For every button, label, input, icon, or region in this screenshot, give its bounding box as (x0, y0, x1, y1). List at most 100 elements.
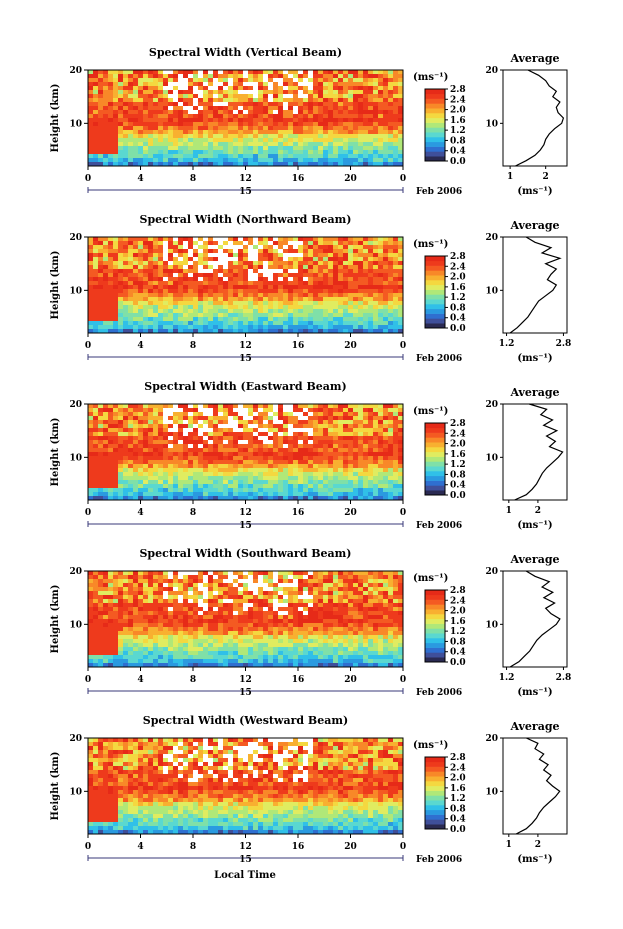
heatmap-cell (183, 134, 189, 139)
heatmap-cell (258, 575, 264, 580)
heatmap-cell (303, 444, 309, 449)
heatmap-cell (283, 162, 289, 167)
heatmap-cell (298, 301, 304, 306)
heatmap-cell (103, 82, 109, 87)
heatmap-cell (313, 277, 319, 282)
heatmap-cell (213, 329, 219, 334)
heatmap-cell (123, 277, 129, 282)
heatmap-cell (313, 448, 319, 453)
heatmap-cell (183, 146, 189, 151)
heatmap-cell (108, 412, 114, 417)
heatmap-cell (198, 492, 204, 497)
heatmap-cell (228, 158, 234, 163)
heatmap-cell (263, 273, 269, 278)
heatmap-cell (263, 313, 269, 318)
heatmap-cell (308, 106, 314, 111)
heatmap-cell (153, 412, 159, 417)
heatmap-cell (138, 249, 144, 254)
heatmap-cell (203, 253, 209, 258)
heatmap-cell (128, 309, 134, 314)
heatmap-cell (393, 571, 399, 576)
heatmap-cell (188, 94, 194, 99)
heatmap-cell (393, 241, 399, 246)
heatmap-cell (198, 575, 204, 580)
heatmap-cell (183, 245, 189, 250)
heatmap-cell (193, 118, 199, 123)
heatmap-cell (293, 98, 299, 103)
heatmap-cell (218, 448, 224, 453)
heatmap-cell (398, 321, 404, 326)
heatmap-cell (233, 571, 239, 576)
heatmap-cell (318, 126, 324, 131)
heatmap-cell (243, 436, 249, 441)
heatmap-cell (203, 289, 209, 294)
heatmap-cell (148, 94, 154, 99)
heatmap-cell (398, 273, 404, 278)
heatmap-cell (363, 106, 369, 111)
heatmap-cell (188, 305, 194, 310)
heatmap-cell (353, 309, 359, 314)
heatmap-cell (128, 162, 134, 167)
heatmap-cell (143, 424, 149, 429)
heatmap-cell (343, 114, 349, 119)
heatmap-cell (193, 440, 199, 445)
heatmap-cell (168, 154, 174, 159)
heatmap-cell (273, 253, 279, 258)
heatmap-cell (338, 94, 344, 99)
heatmap-cell (313, 114, 319, 119)
heatmap-cell (348, 98, 354, 103)
heatmap-cell (108, 138, 114, 143)
heatmap-cell (108, 114, 114, 119)
heatmap-cell (228, 269, 234, 274)
heatmap-cell (268, 293, 274, 298)
heatmap-cell (313, 90, 319, 95)
heatmap-cell (393, 305, 399, 310)
heatmap-cell (223, 106, 229, 111)
heatmap-cell (283, 158, 289, 163)
heatmap-cell (248, 472, 254, 477)
heatmap-cell (153, 261, 159, 266)
profile-line (514, 403, 564, 501)
heatmap-cell (323, 126, 329, 131)
heatmap-cell (358, 106, 364, 111)
heatmap-cell (123, 257, 129, 262)
heatmap-cell (278, 309, 284, 314)
heatmap-cell (93, 309, 99, 314)
colorbar-unit: (ms⁻¹) (413, 72, 448, 83)
heatmap-cell (193, 138, 199, 143)
heatmap-cell (243, 579, 249, 584)
heatmap-cell (263, 285, 269, 290)
heatmap-cell (383, 480, 389, 485)
heatmap-cell (158, 468, 164, 473)
heatmap-cell (268, 285, 274, 290)
heatmap-cell (123, 86, 129, 91)
heatmap-cell (158, 265, 164, 270)
heatmap-cell (183, 122, 189, 127)
heatmap-cell (353, 114, 359, 119)
colorbar-swatch (425, 260, 445, 266)
heatmap-cell (328, 142, 334, 147)
heatmap-cell (173, 480, 179, 485)
heatmap-cell (348, 122, 354, 127)
heatmap-cell (188, 90, 194, 95)
heatmap-cell (393, 289, 399, 294)
heatmap-cell (198, 110, 204, 115)
heatmap-cell (178, 106, 184, 111)
heatmap-cell (348, 289, 354, 294)
heatmap-cell (238, 428, 244, 433)
heatmap-cell (343, 476, 349, 481)
heatmap-cell (223, 321, 229, 326)
heatmap-cell (393, 436, 399, 441)
heatmap-cell (273, 146, 279, 151)
heatmap-cell (173, 70, 179, 75)
heatmap-cell (348, 488, 354, 493)
heatmap-cell (318, 492, 324, 497)
heatmap-cell (343, 468, 349, 473)
heatmap-cell (153, 154, 159, 159)
heatmap-cell (263, 476, 269, 481)
heatmap-cell (323, 154, 329, 159)
heatmap-cell (298, 114, 304, 119)
heatmap-cell (188, 436, 194, 441)
heatmap-cell (178, 583, 184, 588)
heatmap-cell (288, 321, 294, 326)
